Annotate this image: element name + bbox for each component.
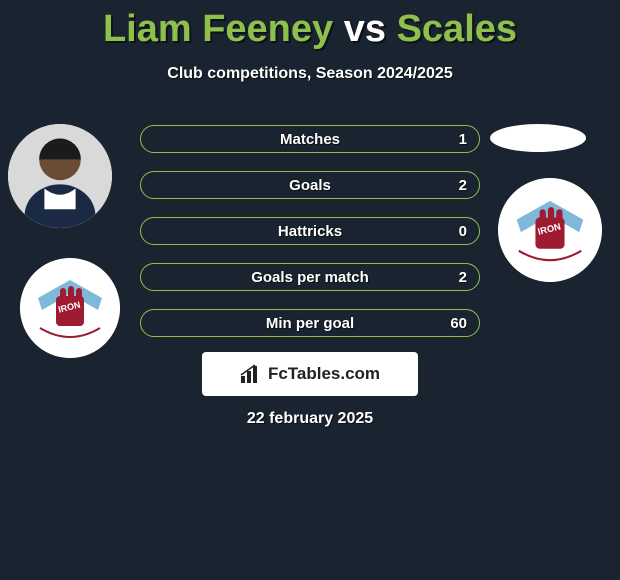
- stat-value: 1: [459, 131, 467, 148]
- stat-label: Min per goal: [266, 315, 354, 332]
- title-player1: Liam Feeney: [103, 8, 333, 50]
- fctables-watermark: FcTables.com: [202, 352, 418, 396]
- club-badge-icon: IRON: [20, 258, 120, 358]
- stat-row-gpm: Goals per match 2: [140, 263, 480, 291]
- stat-value: 2: [459, 177, 467, 194]
- bar-chart-icon: [240, 364, 262, 384]
- fctables-text: FcTables.com: [268, 364, 380, 384]
- page-title: Liam Feeney vs Scales: [0, 0, 620, 51]
- club-badge-icon: IRON: [498, 178, 602, 282]
- content-root: Liam Feeney vs Scales Club competitions,…: [0, 0, 620, 83]
- stats-table: Matches 1 Goals 2 Hattricks 0 Goals per …: [140, 125, 480, 355]
- subtitle: Club competitions, Season 2024/2025: [0, 65, 620, 83]
- club1-badge: IRON: [20, 258, 120, 358]
- club2-badge: IRON: [498, 178, 602, 282]
- player2-avatar-blank: [490, 124, 586, 152]
- player1-avatar: [8, 124, 112, 228]
- stat-row-hattricks: Hattricks 0: [140, 217, 480, 245]
- person-icon: [8, 124, 112, 228]
- title-vs: vs: [344, 8, 386, 50]
- infographic-date: 22 february 2025: [247, 410, 373, 428]
- stat-label: Goals: [289, 177, 331, 194]
- stat-row-matches: Matches 1: [140, 125, 480, 153]
- stat-label: Matches: [280, 131, 340, 148]
- stat-value: 2: [459, 269, 467, 286]
- stat-row-mpg: Min per goal 60: [140, 309, 480, 337]
- stat-value: 60: [450, 315, 467, 332]
- stat-value: 0: [459, 223, 467, 240]
- stat-label: Hattricks: [278, 223, 342, 240]
- stat-label: Goals per match: [251, 269, 369, 286]
- stat-row-goals: Goals 2: [140, 171, 480, 199]
- title-player2: Scales: [397, 8, 517, 50]
